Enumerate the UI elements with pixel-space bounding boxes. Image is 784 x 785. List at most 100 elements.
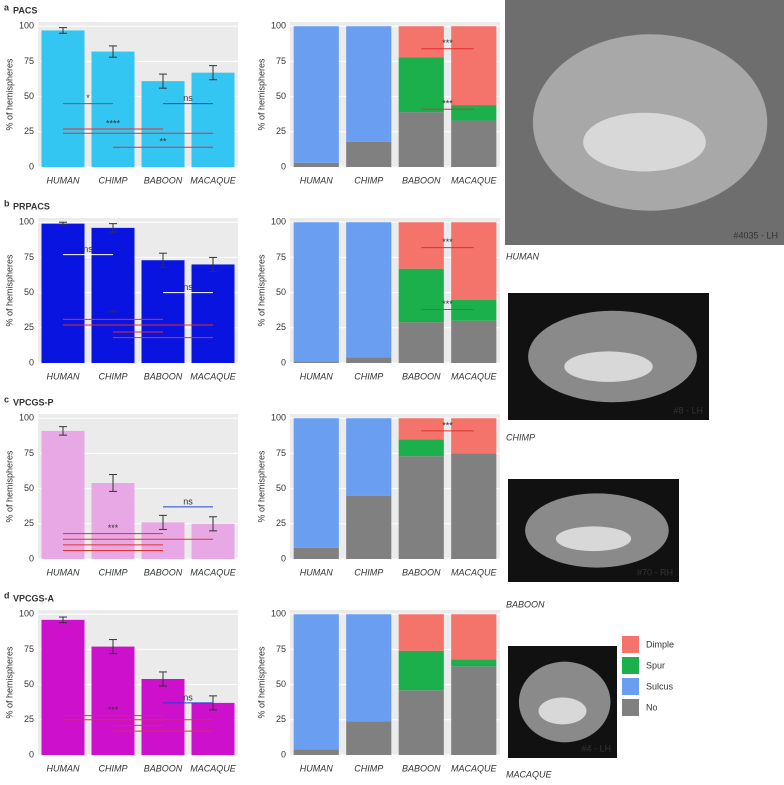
y-tick-label: 75 xyxy=(276,448,286,458)
x-tick-label: MACAQUE xyxy=(190,371,237,381)
stacked-segment xyxy=(398,418,444,440)
stacked-segment xyxy=(398,268,444,323)
x-tick-label: CHIMP xyxy=(354,371,383,381)
bar xyxy=(41,619,85,755)
x-tick-label: CHIMP xyxy=(99,763,128,773)
stacked-segment xyxy=(451,105,497,121)
x-tick-label: HUMAN xyxy=(300,763,333,773)
stacked-segment xyxy=(346,141,392,167)
x-tick-label: HUMAN xyxy=(47,567,80,577)
significance-label: *** xyxy=(442,38,453,48)
stacked-segment xyxy=(451,614,497,660)
image-label: MACAQUE xyxy=(506,769,553,779)
y-tick-label: 100 xyxy=(19,21,34,31)
bar xyxy=(191,72,235,167)
stacked-segment xyxy=(398,439,444,457)
y-tick-label: 75 xyxy=(24,252,34,262)
y-tick-label: 25 xyxy=(24,126,34,136)
image-caption: #4 - LH xyxy=(581,743,611,753)
stacked-segment xyxy=(398,456,444,559)
image-label: HUMAN xyxy=(506,251,539,261)
stacked-segment xyxy=(451,26,497,106)
brain-inner xyxy=(555,526,632,552)
x-tick-label: MACAQUE xyxy=(190,763,237,773)
stacked-segment xyxy=(451,222,497,300)
stacked-segment xyxy=(346,357,392,363)
y-tick-label: 0 xyxy=(281,553,286,563)
x-tick-label: BABOON xyxy=(144,175,183,185)
y-tick-label: 75 xyxy=(276,56,286,66)
significance-label: *** xyxy=(442,299,453,309)
x-tick-label: MACAQUE xyxy=(190,175,237,185)
legend-swatch xyxy=(622,657,639,674)
y-tick-label: 0 xyxy=(281,357,286,367)
stacked-segment xyxy=(398,614,444,651)
y-tick-label: 75 xyxy=(24,448,34,458)
bar xyxy=(141,81,185,167)
stacked-segment xyxy=(451,299,497,321)
stacked-segment xyxy=(398,650,444,691)
bar xyxy=(191,702,235,755)
stacked-segment xyxy=(293,418,339,548)
x-tick-label: HUMAN xyxy=(47,763,80,773)
significance-label: ** xyxy=(159,137,167,147)
bar xyxy=(141,260,185,363)
stacked-segment xyxy=(293,749,339,755)
x-tick-label: CHIMP xyxy=(354,175,383,185)
bar xyxy=(91,482,135,559)
image-caption: #70 - RH xyxy=(637,567,673,577)
image-caption: #8 - LH xyxy=(673,405,703,415)
brain-inner xyxy=(564,351,653,382)
brain-inner xyxy=(583,112,706,172)
legend-swatch xyxy=(622,699,639,716)
stacked-segment xyxy=(346,614,392,722)
significance-label: * xyxy=(86,93,90,103)
significance-label: ns xyxy=(183,282,193,292)
y-tick-label: 100 xyxy=(271,21,286,31)
bar xyxy=(41,223,85,363)
y-tick-label: 25 xyxy=(276,126,286,136)
significance-label: *** xyxy=(442,99,453,109)
panel-letter: b xyxy=(4,198,10,208)
bar xyxy=(141,678,185,755)
significance-label: *** xyxy=(442,420,453,430)
y-tick-label: 50 xyxy=(24,91,34,101)
stacked-segment xyxy=(346,222,392,358)
stacked-segment xyxy=(398,112,444,167)
legend-swatch xyxy=(622,678,639,695)
stacked-segment xyxy=(293,162,339,167)
stacked-segment xyxy=(293,26,339,163)
x-tick-label: BABOON xyxy=(144,763,183,773)
x-tick-label: MACAQUE xyxy=(451,763,498,773)
stacked-segment xyxy=(398,57,444,113)
stacked-segment xyxy=(398,26,444,58)
y-axis-label: % of hemispheres xyxy=(4,646,14,719)
stacked-segment xyxy=(451,453,497,559)
x-tick-label: CHIMP xyxy=(354,567,383,577)
bar xyxy=(41,30,85,168)
panel-letter: d xyxy=(4,590,10,600)
x-tick-label: BABOON xyxy=(402,371,441,381)
y-tick-label: 0 xyxy=(281,749,286,759)
bar xyxy=(91,227,135,363)
panel-title: VPCGS-A xyxy=(13,593,55,603)
y-tick-label: 25 xyxy=(24,714,34,724)
y-tick-label: 50 xyxy=(276,287,286,297)
stacked-segment xyxy=(346,26,392,142)
y-tick-label: 25 xyxy=(276,322,286,332)
bar xyxy=(191,264,235,363)
y-axis-label: % of hemispheres xyxy=(256,450,266,523)
panel-title: VPCGS-P xyxy=(13,397,54,407)
panel-letter: c xyxy=(4,394,9,404)
x-tick-label: CHIMP xyxy=(99,371,128,381)
stacked-segment xyxy=(293,614,339,750)
x-tick-label: BABOON xyxy=(144,371,183,381)
stacked-segment xyxy=(293,222,339,362)
significance-label: *** xyxy=(108,309,119,319)
x-tick-label: BABOON xyxy=(144,567,183,577)
image-label: BABOON xyxy=(506,599,545,609)
y-tick-label: 25 xyxy=(276,714,286,724)
legend-label: Spur xyxy=(646,660,665,670)
panel-title: PRPACS xyxy=(13,201,50,211)
y-axis-label: % of hemispheres xyxy=(4,254,14,327)
